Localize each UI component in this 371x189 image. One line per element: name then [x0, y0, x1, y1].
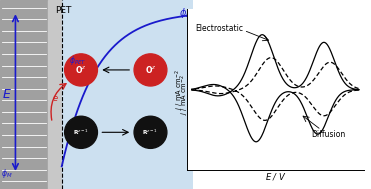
Bar — [0, 0, 48, 189]
Text: e: e — [52, 94, 58, 103]
Circle shape — [65, 54, 98, 86]
Text: $j$ / mA cm$^{-2}$: $j$ / mA cm$^{-2}$ — [179, 74, 191, 115]
Text: Diffusion: Diffusion — [311, 130, 345, 139]
Text: $\phi_{PET}$: $\phi_{PET}$ — [69, 54, 87, 67]
Text: R$^{z-1}$: R$^{z-1}$ — [73, 128, 89, 137]
Text: $\phi_L$: $\phi_L$ — [179, 6, 191, 20]
Y-axis label: $j$ / mA cm$^{-2}$: $j$ / mA cm$^{-2}$ — [174, 69, 186, 110]
Circle shape — [134, 116, 167, 148]
Text: O$^z$: O$^z$ — [75, 64, 87, 75]
Text: PET: PET — [56, 6, 72, 15]
Text: $E$: $E$ — [2, 88, 12, 101]
X-axis label: $E$ / V: $E$ / V — [265, 171, 286, 183]
Text: O$^z$: O$^z$ — [145, 64, 156, 75]
Circle shape — [65, 116, 98, 148]
Circle shape — [134, 54, 167, 86]
Text: R$^{z-1}$: R$^{z-1}$ — [142, 128, 158, 137]
Bar — [62, 0, 193, 189]
Text: $\phi_M$: $\phi_M$ — [1, 167, 13, 180]
Bar — [48, 0, 62, 189]
Text: Electrostatic: Electrostatic — [195, 24, 243, 33]
